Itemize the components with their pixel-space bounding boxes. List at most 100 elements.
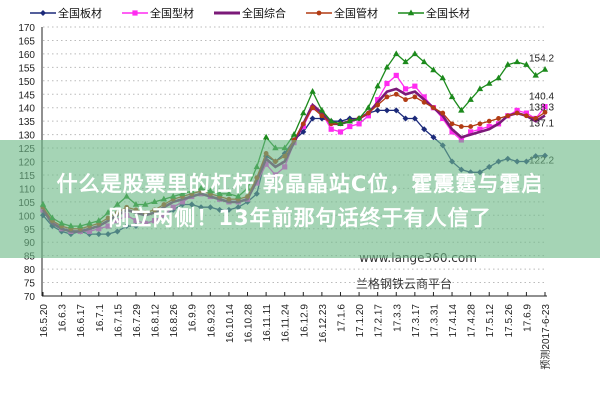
data-point (440, 110, 446, 116)
legend-label: 全国长材 (426, 6, 470, 20)
y-tick-label: 130 (18, 131, 35, 142)
data-point (318, 106, 326, 113)
data-point (467, 96, 474, 102)
y-tick-label: 165 (18, 36, 35, 47)
data-point (374, 107, 381, 114)
headline-overlay[interactable]: 什么是股票里的杠杆 郭晶晶站C位，霍震霆与霍启 刚立两侧！13年前那句话终于有人… (0, 140, 600, 258)
data-point (355, 114, 363, 121)
data-point (346, 117, 353, 124)
data-point (365, 113, 371, 119)
data-point (402, 115, 409, 122)
data-point (375, 97, 381, 103)
data-point (458, 106, 465, 113)
legend-item: 全国管材 (306, 6, 378, 20)
data-point (533, 116, 539, 121)
y-tick-label: 160 (18, 50, 35, 61)
x-tick-label: 16.11.24 (281, 304, 292, 343)
data-point (524, 113, 529, 119)
x-tick-label: 16.7.29 (132, 304, 143, 338)
y-tick-label: 145 (18, 90, 35, 101)
data-point (262, 133, 270, 140)
data-point (449, 129, 455, 135)
data-point (309, 115, 316, 122)
data-point (486, 123, 492, 130)
end-value-label: 154.2 (529, 54, 554, 65)
legend-item: 全国型材 (122, 6, 194, 20)
x-tick-label: 17.3.31 (429, 304, 440, 338)
x-tick-label: 预测2017-6-23 (539, 304, 552, 370)
data-point (411, 115, 418, 122)
data-point (504, 61, 512, 67)
y-tick-label: 170 (18, 23, 35, 34)
x-tick-label: 16.8.26 (169, 304, 180, 338)
x-tick-label: 16.7.15 (113, 304, 124, 338)
data-point (449, 121, 455, 127)
legend-item: 全国板材 (30, 6, 102, 20)
data-point (319, 113, 325, 119)
legend: 全国板材 全国型材 全国综合 全国管材 全国长材 (30, 6, 470, 20)
y-tick-label: 140 (18, 104, 35, 115)
data-point (337, 120, 344, 127)
y-tick-label: 150 (18, 77, 35, 88)
legend-label: 全国型材 (150, 6, 194, 20)
x-tick-label: 16.9.23 (206, 304, 217, 338)
end-value-label: 137.1 (529, 119, 554, 130)
legend-item: 全国长材 (398, 6, 470, 20)
data-point (477, 121, 483, 127)
end-value-label: 138.3 (529, 102, 554, 113)
data-point (458, 137, 464, 143)
legend-label: 全国管材 (334, 6, 378, 20)
headline-line-1[interactable]: 什么是股票里的杠杆 郭晶晶站C位，霍震霆与霍启 (56, 172, 544, 196)
data-point (375, 102, 381, 108)
data-point (523, 110, 530, 116)
data-point (420, 58, 428, 65)
data-point (337, 129, 344, 135)
x-tick-label: 16.10.14 (225, 304, 236, 343)
x-tick-label: 17.5.12 (485, 304, 496, 338)
data-point (356, 121, 362, 127)
data-point (383, 107, 390, 114)
data-point (439, 74, 446, 81)
data-point (430, 134, 437, 141)
data-point (486, 79, 493, 86)
data-point (402, 58, 409, 65)
data-point (411, 50, 419, 57)
data-point (542, 104, 548, 110)
data-point (542, 109, 548, 115)
data-point (421, 99, 427, 105)
x-tick-label: 16.12.9 (299, 304, 310, 338)
data-point (132, 10, 138, 16)
x-tick-label: 16.8.12 (151, 304, 162, 338)
x-tick-label: 17.6.9 (522, 304, 533, 332)
data-point (393, 72, 399, 79)
y-tick-label: 80 (24, 265, 36, 276)
x-tick-label: 17.3.3 (392, 304, 403, 332)
data-point (495, 74, 502, 81)
data-point (448, 93, 456, 100)
data-point (300, 109, 307, 116)
x-tick-label: 17.2.17 (374, 304, 385, 338)
data-point (310, 105, 315, 111)
data-point (514, 110, 520, 116)
data-point (383, 63, 391, 70)
data-point (347, 123, 353, 130)
data-point (476, 85, 484, 92)
headline-line-2[interactable]: 刚立两侧！13年前那句话终于有人信了 (108, 206, 492, 230)
data-point (496, 116, 501, 121)
x-tick-label: 17.1.20 (355, 304, 366, 338)
data-point (513, 58, 521, 65)
x-axis: 16.5.20 16.6.3 16.6.17 16.7.1 16.7.15 16.7.29… (39, 292, 552, 370)
data-point (407, 9, 415, 16)
data-point (477, 126, 483, 132)
data-point (412, 94, 418, 100)
data-point (430, 66, 437, 73)
x-tick-label: 17.4.28 (467, 304, 478, 338)
x-tick-label: 17.4.14 (448, 304, 459, 338)
data-point (402, 86, 409, 92)
data-point (384, 94, 390, 100)
legend-label: 全国综合 (242, 6, 286, 20)
data-point (412, 83, 418, 89)
data-point (523, 61, 530, 67)
data-point (532, 71, 539, 78)
data-point (421, 94, 427, 100)
